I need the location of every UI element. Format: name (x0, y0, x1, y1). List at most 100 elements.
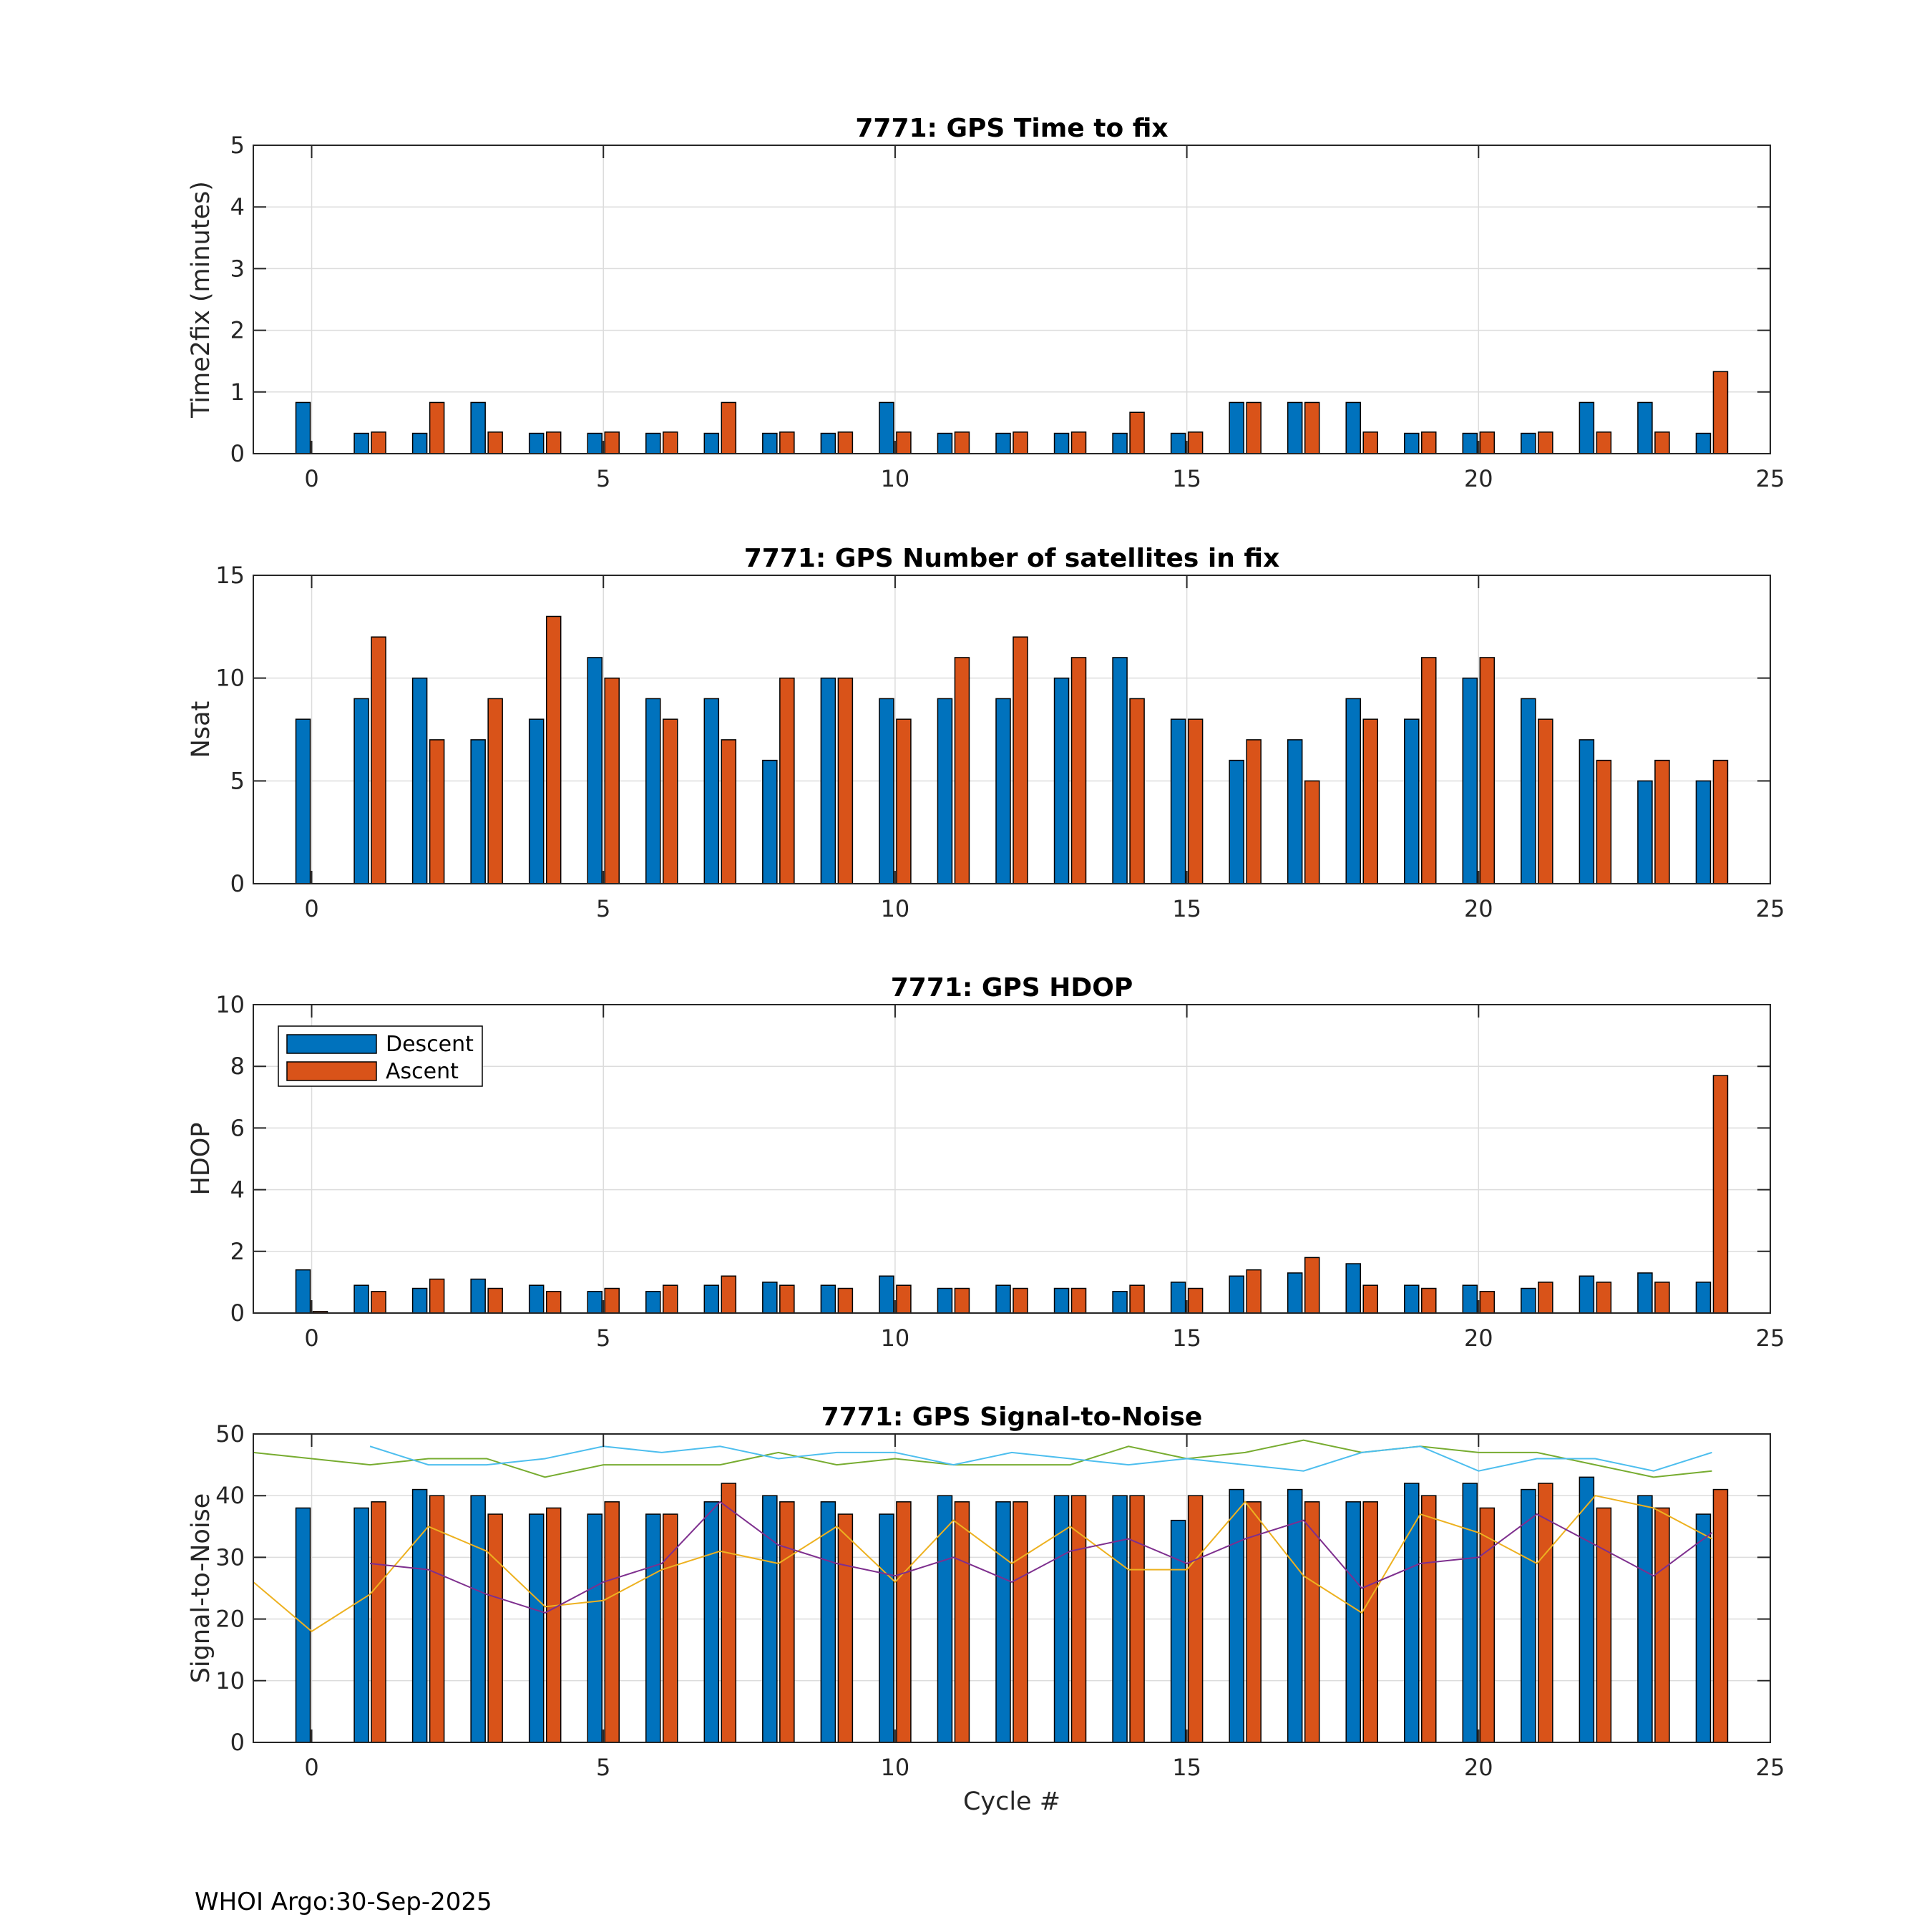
ascent-bar (954, 431, 970, 454)
descent-bar (937, 432, 953, 454)
y-tick-label: 0 (230, 1299, 245, 1327)
ascent-bar (545, 1507, 562, 1743)
ascent-bar (1013, 431, 1028, 454)
descent-bar (1404, 1284, 1420, 1314)
descent-bar (937, 698, 953, 884)
ascent-bar (1013, 1501, 1028, 1743)
descent-bar (1229, 1488, 1244, 1743)
descent-bar (1637, 780, 1653, 884)
ascent-bar (1596, 431, 1612, 454)
ascent-bar (1304, 1257, 1320, 1314)
ascent-bar (721, 1483, 737, 1743)
ascent-bar (371, 431, 386, 454)
descent-bar (470, 1278, 486, 1314)
descent-bar (1521, 1287, 1536, 1314)
x-tick-label: 5 (596, 1324, 610, 1352)
descent-bar (703, 1501, 720, 1743)
ascent-bar (1538, 1282, 1553, 1314)
ascent-bar (545, 1291, 562, 1314)
ascent-bar (1421, 1495, 1437, 1743)
ascent-bar (1362, 1501, 1378, 1743)
descent-bar (1112, 1291, 1128, 1314)
ascent-bar (1362, 1284, 1378, 1314)
ascent-bar (1304, 1501, 1320, 1743)
descent-bar (1579, 739, 1595, 884)
x-tick-label: 25 (1756, 1324, 1785, 1352)
descent-bar (1170, 718, 1186, 884)
descent-bar (879, 401, 894, 454)
descent-bar (762, 759, 778, 884)
chart-panel-1: 0 5 10 15 20 25 0 1 2 3 4 5 7771: GPS Time to fix Tim… (187, 114, 1785, 492)
legend-label-ascent: Ascent (386, 1059, 459, 1084)
y-tick-label: 30 (215, 1543, 245, 1571)
ascent-bar (604, 431, 620, 454)
ascent-bar (896, 1501, 912, 1743)
ascent-bar (371, 636, 386, 884)
descent-bar (937, 1495, 953, 1743)
ascent-bar (663, 431, 678, 454)
ascent-bar (1070, 431, 1087, 454)
descent-bar (587, 657, 602, 884)
chart-title: 7771: GPS Number of satellites in fix (744, 544, 1280, 573)
ascent-bar (545, 431, 562, 454)
x-tick-label: 0 (304, 895, 318, 922)
x-tick-label: 10 (881, 1324, 910, 1352)
descent-bar (1695, 780, 1712, 884)
snr-line-green (253, 1439, 1712, 1478)
ascent-bar (779, 1501, 795, 1743)
ascent-bar (1070, 1287, 1087, 1314)
descent-bar (528, 432, 545, 454)
descent-bar (1521, 698, 1536, 884)
descent-bar (1637, 1495, 1653, 1743)
descent-bar (820, 1284, 836, 1314)
plot-area (253, 575, 1770, 884)
ascent-bar (837, 1287, 854, 1314)
descent-bar (1170, 1282, 1186, 1314)
y-tick-label: 2 (230, 317, 245, 344)
chart-panel-3: 0 5 10 15 20 25 0 2 4 6 8 10 7771: GPS HDOP HDOP Desce… (187, 973, 1785, 1352)
descent-bar (703, 698, 720, 884)
ascent-bar (1421, 657, 1437, 884)
descent-bar (995, 432, 1011, 454)
descent-bar (1579, 401, 1595, 454)
chart-title: 7771: GPS Signal-to-Noise (821, 1402, 1203, 1432)
ascent-bar (1129, 1284, 1145, 1314)
axes-box (253, 1004, 1771, 1314)
y-axis-label: Signal-to-Noise (187, 1493, 215, 1684)
x-tick-label: 0 (304, 1754, 318, 1781)
ascent-bar (1187, 1287, 1204, 1314)
descent-bar (645, 432, 661, 454)
ascent-bar (1187, 718, 1204, 884)
x-tick-label: 5 (596, 1754, 610, 1781)
descent-bar (645, 1513, 661, 1743)
y-tick-label: 4 (230, 193, 245, 220)
descent-bar (762, 432, 778, 454)
ascent-bar (1304, 780, 1320, 884)
ascent-bar (1596, 1507, 1612, 1743)
ascent-bar (1129, 411, 1145, 454)
ascent-bar (1712, 371, 1729, 454)
ascent-bar (1246, 739, 1262, 884)
y-tick-label: 4 (230, 1176, 245, 1204)
y-tick-label: 5 (230, 132, 245, 159)
descent-bar (1345, 1501, 1361, 1743)
ascent-bar (954, 1501, 970, 1743)
descent-bar (879, 1513, 894, 1743)
x-tick-label: 25 (1756, 465, 1785, 492)
x-tick-label: 5 (596, 465, 610, 492)
y-tick-label: 50 (215, 1420, 245, 1448)
descent-bar (1637, 401, 1653, 454)
ascent-bar (1246, 1269, 1262, 1314)
descent-bar (1345, 401, 1361, 454)
ascent-bar (604, 1287, 620, 1314)
ascent-bar (1187, 1495, 1204, 1743)
ascent-bar (371, 1291, 386, 1314)
descent-bar (470, 739, 486, 884)
descent-bar (1404, 1483, 1420, 1743)
descent-bar (1462, 432, 1478, 454)
ascent-bar (779, 677, 795, 884)
descent-bar (587, 432, 602, 454)
ascent-bar (1654, 431, 1670, 454)
ascent-bar (1187, 431, 1204, 454)
ascent-bar (1538, 431, 1553, 454)
